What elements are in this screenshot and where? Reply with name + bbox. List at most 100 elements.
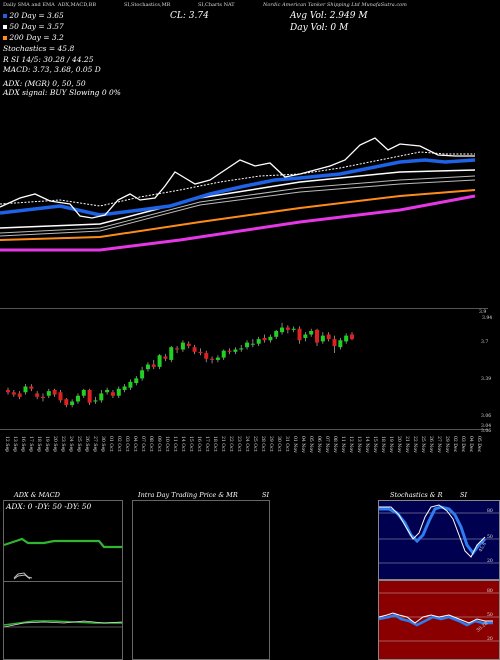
x-tick-label: 28 Oct	[260, 436, 265, 452]
x-tick-label: 14 Nov	[364, 436, 369, 453]
x-tick-label: 21 Oct	[220, 436, 225, 452]
adx-panel-title: ADX & MACD	[14, 491, 60, 499]
header-part5: Nordic American Tanker Shipping Ltd Muna…	[263, 2, 407, 8]
x-tick-label: 26 Sep	[84, 436, 89, 453]
candle-body	[291, 328, 296, 330]
legend-adx-signal: ADX signal: BUY Slowing 0 0%	[3, 88, 121, 97]
x-tick-label: 18 Nov	[380, 436, 385, 453]
candle-31-oct	[210, 356, 215, 364]
candle-body	[239, 348, 244, 350]
price-tick-6: 3.06	[481, 429, 492, 434]
x-tick-label: 03 Dec	[460, 436, 465, 453]
x-tick-label: 30 Sep	[100, 436, 105, 453]
adx-divider	[4, 581, 122, 582]
x-tick-label: 02 Oct	[116, 436, 121, 452]
stochastics-panel-title: Stochastics & R	[390, 491, 443, 499]
candle-body	[326, 334, 331, 340]
x-tick-label: 18 Oct	[212, 436, 217, 452]
candle-25-oct	[186, 341, 191, 349]
candle-13-sep	[11, 389, 16, 397]
rsi-white-line	[378, 612, 493, 624]
stoch-tick-80: 80	[487, 509, 493, 514]
stoch-tick-20: 20	[487, 559, 493, 564]
rsi-tick-50: 50	[487, 613, 493, 618]
candle-08-nov	[245, 340, 250, 350]
sma-50day-line	[0, 151, 475, 207]
legend-20day-text: 20 Day = 3.65	[9, 11, 64, 20]
candle-03-oct	[93, 396, 98, 404]
header-part1: Daily SMA and EMA	[3, 2, 55, 8]
candle-13-nov	[262, 334, 267, 343]
candle-15-nov	[274, 329, 279, 340]
price-tick-5: 3.04	[481, 424, 492, 429]
stochastics-lines	[379, 504, 499, 564]
ema-white-line-3	[0, 169, 476, 229]
moving-average-chart	[0, 137, 476, 252]
candle-body	[29, 386, 34, 389]
candle-body	[315, 329, 320, 343]
candle-body	[70, 401, 75, 405]
price-tick-0: 3.9	[479, 310, 487, 315]
candle-23-oct	[175, 346, 180, 353]
price-tick-1: 3.94	[482, 316, 493, 321]
candle-28-oct	[192, 344, 197, 355]
price-tick-3: 3.39	[481, 377, 492, 382]
x-tick-label: 04 Oct	[132, 436, 137, 452]
intraday-panel-title: Intra Day Trading Price & MR	[138, 491, 238, 499]
x-axis-labels: 12 Sep 13 Sep 16 Sep 17 Sep 18 Sep 19 Sep 20 S…	[0, 436, 481, 484]
candle-body	[303, 334, 308, 338]
candle-10-oct	[122, 384, 127, 393]
legend-50day: 50 Day = 3.57	[3, 22, 64, 31]
price-panel-border	[0, 308, 488, 430]
candle-body	[210, 358, 215, 360]
candle-17-sep	[23, 384, 28, 395]
candle-body	[180, 342, 185, 350]
adx-label: ADX: 0 -DY: 50 -DY: 50	[6, 502, 92, 511]
candle-body	[105, 389, 110, 393]
candle-body	[116, 388, 121, 396]
candle-27-sep	[70, 399, 75, 408]
x-tick-label: 05 Nov	[308, 436, 313, 453]
header-part4: SI,Charts NAT	[198, 2, 235, 8]
intraday-panel	[132, 500, 270, 660]
candle-body	[157, 355, 162, 367]
rsi-tick-80: 80	[487, 589, 493, 594]
candle-23-sep	[46, 388, 51, 399]
stoch-k-line	[379, 504, 486, 558]
header-part3: SI,Stochastics,MR	[124, 2, 171, 8]
candle-11-nov	[250, 339, 255, 348]
candle-body	[52, 389, 57, 395]
candle-20-nov	[291, 326, 296, 333]
candle-12-nov	[256, 336, 261, 347]
x-tick-label: 12 Nov	[348, 436, 353, 453]
candlestick-chart	[6, 322, 354, 408]
candle-22-oct	[169, 346, 174, 363]
candle-18-sep	[29, 384, 34, 392]
candle-29-oct	[198, 348, 203, 356]
candle-body	[64, 399, 69, 405]
candle-09-oct	[116, 386, 121, 399]
candle-body	[169, 347, 174, 360]
candle-03-dec	[338, 337, 343, 350]
x-tick-label: 16 Oct	[196, 436, 201, 452]
candle-body	[309, 331, 314, 335]
macd-lines	[3, 620, 123, 628]
candle-25-sep	[58, 389, 63, 403]
x-tick-label: 19 Sep	[44, 436, 49, 453]
close-price: CL: 3.74	[170, 11, 209, 21]
stochastics-panel-si: SI	[460, 491, 468, 499]
rsi-panel: 80 50 20 30.28	[378, 580, 500, 660]
candle-17-oct	[151, 359, 156, 370]
candle-body	[122, 386, 127, 390]
candle-18-oct	[157, 354, 162, 370]
x-tick-label: 15 Oct	[188, 436, 193, 452]
legend-20day: 20 Day = 3.65	[3, 11, 64, 20]
candle-26-nov	[315, 328, 320, 347]
x-tick-label: 12 Sep	[4, 436, 9, 453]
rsi-tick-20: 20	[487, 637, 493, 642]
candle-body	[46, 391, 51, 396]
x-tick-label: 06 Nov	[316, 436, 321, 453]
candle-18-nov	[280, 322, 285, 335]
candle-body	[350, 334, 354, 340]
candle-01-nov	[215, 355, 220, 363]
